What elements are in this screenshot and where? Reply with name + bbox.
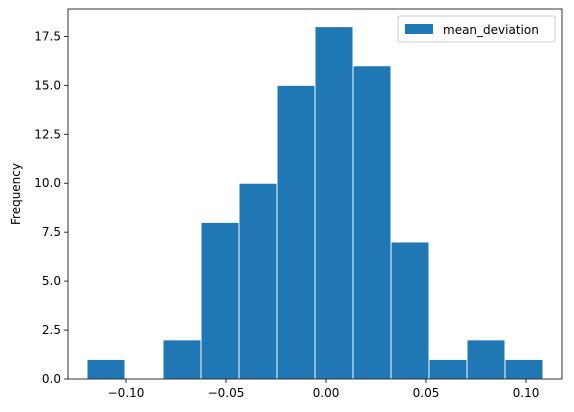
- x-tick-label: 0.10: [513, 386, 540, 400]
- histogram-bar: [162, 339, 202, 380]
- y-tick-label: 15.0: [34, 78, 61, 92]
- x-tick-label: 0.00: [313, 386, 340, 400]
- y-tick-label: 2.5: [42, 323, 61, 337]
- histogram-bar: [314, 26, 354, 380]
- y-tick-label: 7.5: [42, 225, 61, 239]
- y-tick-label: 17.5: [34, 29, 61, 43]
- legend-box: [397, 15, 556, 43]
- x-tick-label: 0.05: [413, 386, 440, 400]
- histogram-bar: [86, 358, 126, 380]
- y-tick-label: 10.0: [34, 176, 61, 190]
- histogram-bar: [238, 182, 278, 380]
- histogram-bar: [504, 358, 544, 380]
- x-tick-label: −0.10: [108, 386, 145, 400]
- x-tick-label: −0.05: [208, 386, 245, 400]
- histogram-bar: [390, 241, 430, 380]
- axes-frame: [67, 8, 563, 380]
- histogram-bar: [428, 358, 468, 380]
- y-tick-label: 5.0: [42, 274, 61, 288]
- legend-label: mean_deviation: [443, 23, 539, 37]
- y-tick-label: 12.5: [34, 127, 61, 141]
- legend-swatch: [405, 24, 433, 34]
- histogram-bar: [466, 339, 506, 380]
- x-axis-ticks: −0.10 −0.05 0.00 0.05 0.10: [108, 379, 540, 400]
- histogram-bar: [200, 221, 240, 380]
- bars-group: [86, 26, 544, 380]
- histogram-bar: [352, 65, 392, 380]
- histogram-bar: [276, 84, 316, 380]
- y-tick-label: 0.0: [42, 372, 61, 386]
- y-axis-label: Frequency: [9, 163, 23, 225]
- legend: mean_deviation: [397, 15, 556, 43]
- y-axis-ticks: 0.0 2.5 5.0 7.5 10.0 12.5 15.0 17.5: [34, 29, 68, 386]
